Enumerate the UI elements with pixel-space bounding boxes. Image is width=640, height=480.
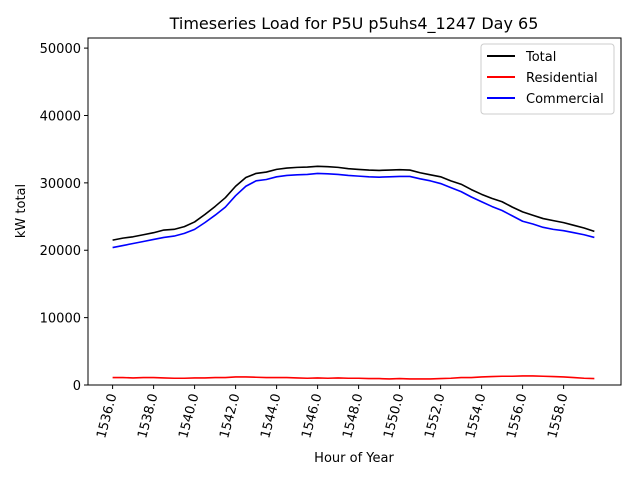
y-tick-label-3: 30000 xyxy=(40,177,81,192)
chart-title: Timeseries Load for P5U p5uhs4_1247 Day … xyxy=(169,14,539,34)
x-tick-label-9: 1554.0 xyxy=(463,392,489,440)
x-axis-title: Hour of Year xyxy=(314,451,394,466)
x-tick-label-7: 1550.0 xyxy=(381,392,407,440)
x-tick-label-2: 1540.0 xyxy=(176,392,202,440)
y-axis: 0 10000 20000 30000 40000 50000 xyxy=(40,42,88,394)
x-tick-label-0: 1536.0 xyxy=(94,392,120,440)
y-axis-title: kW total xyxy=(14,184,29,238)
x-tick-label-10: 1556.0 xyxy=(504,392,530,440)
y-tick-label-4: 40000 xyxy=(40,109,81,124)
plot-frame xyxy=(87,37,622,386)
series-line-total xyxy=(112,165,595,241)
y-tick-label-1: 10000 xyxy=(40,312,81,327)
series-line-residential xyxy=(112,375,595,380)
series-lines xyxy=(112,165,595,380)
legend-label-total: Total xyxy=(525,50,556,65)
x-axis: 1536.0 1538.0 1540.0 1542.0 1544.0 1546.0 1548… xyxy=(94,385,571,440)
x-tick-label-8: 1552.0 xyxy=(422,392,448,440)
legend-label-residential: Residential xyxy=(526,71,598,86)
x-tick-label-6: 1548.0 xyxy=(340,392,366,440)
x-tick-label-3: 1542.0 xyxy=(217,392,243,440)
series-line-commercial xyxy=(112,172,595,249)
y-tick-label-0: 0 xyxy=(73,379,81,394)
x-tick-label-11: 1558.0 xyxy=(545,392,571,440)
legend: Total Residential Commercial xyxy=(480,43,615,115)
legend-label-commercial: Commercial xyxy=(526,92,604,107)
x-tick-label-1: 1538.0 xyxy=(135,392,161,440)
y-tick-label-2: 20000 xyxy=(40,244,81,259)
y-tick-label-5: 50000 xyxy=(40,42,81,57)
x-tick-label-5: 1546.0 xyxy=(299,392,325,440)
legend-box xyxy=(480,43,615,115)
x-tick-label-4: 1544.0 xyxy=(258,392,284,440)
